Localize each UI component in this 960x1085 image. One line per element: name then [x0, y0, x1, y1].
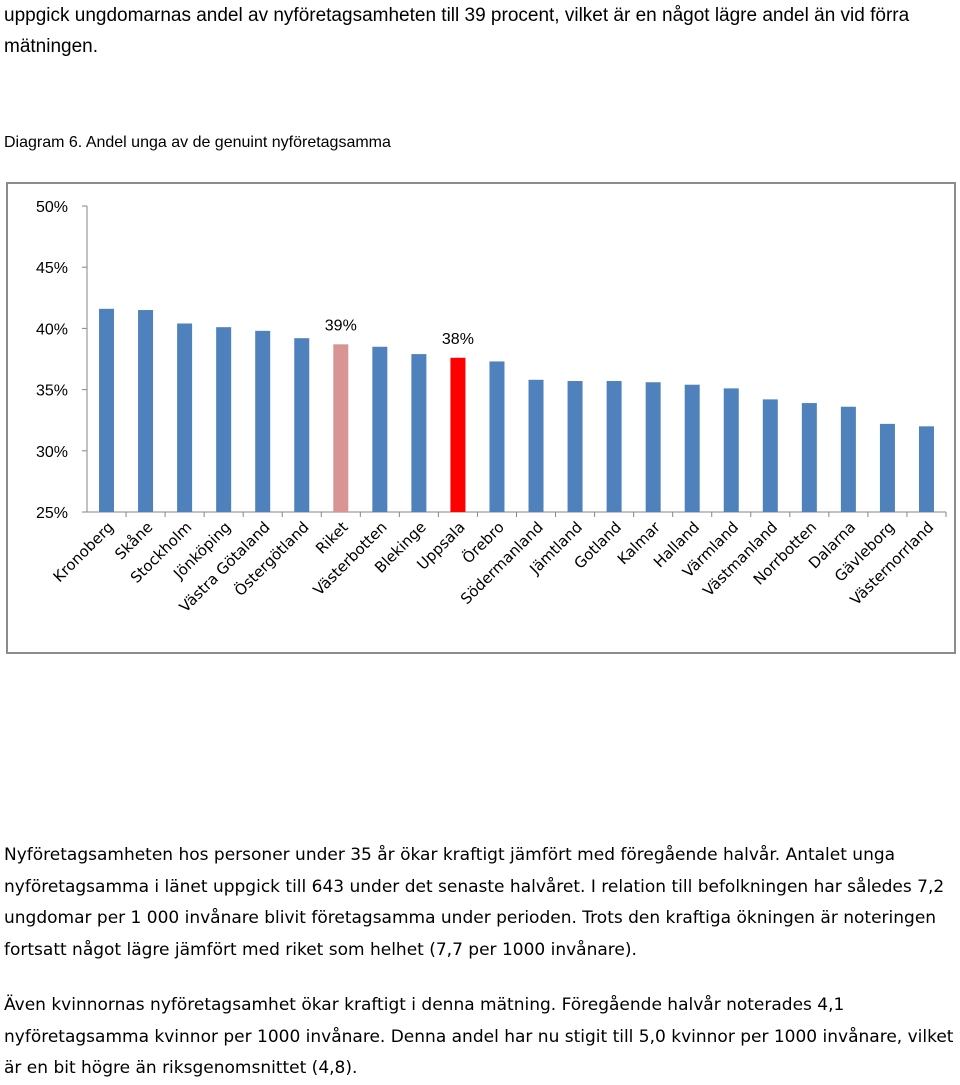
bar-chart: 50%45%40%35%30%25%KronobergSkåneStockhol… [36, 199, 947, 616]
data-label: 38% [442, 331, 474, 348]
bar [567, 381, 583, 512]
y-tick-label: 35% [36, 383, 68, 400]
diagram-caption: Diagram 6. Andel unga av de genuint nyfö… [4, 134, 391, 151]
y-tick-label: 40% [36, 321, 68, 338]
bar [918, 426, 934, 512]
bar [879, 423, 895, 512]
x-tick-label: Kronoberg [50, 518, 118, 586]
bar [840, 406, 856, 512]
paragraph-1: Nyföretagsamheten hos personer under 35 … [4, 845, 945, 960]
bar [489, 361, 505, 512]
bar [684, 384, 700, 512]
bar [645, 382, 661, 512]
bar [450, 357, 466, 512]
bar [528, 379, 544, 512]
bar [801, 403, 817, 512]
y-tick-label: 50% [36, 199, 68, 216]
bar [138, 310, 154, 512]
bar [606, 381, 622, 512]
y-tick-label: 45% [36, 260, 68, 277]
bar [723, 388, 739, 512]
bar [333, 344, 349, 512]
bar [762, 399, 778, 512]
bar [177, 323, 193, 512]
intro-text: uppgick ungdomarnas andel av nyföretagsa… [4, 5, 910, 57]
bar [294, 338, 310, 512]
bar [99, 308, 115, 512]
bar [255, 330, 271, 512]
bar [411, 354, 427, 512]
data-label: 39% [325, 317, 357, 334]
y-tick-label: 30% [36, 444, 68, 461]
paragraph-2: Även kvinnornas nyföretagsamhet ökar kra… [4, 995, 954, 1078]
bar [372, 346, 388, 512]
bar [216, 327, 232, 512]
chart-frame: 50% 45% 40% 35% 30% 25% Kronoberg Skåne Stockhol… [6, 182, 956, 654]
y-tick-label: 25% [36, 505, 68, 522]
